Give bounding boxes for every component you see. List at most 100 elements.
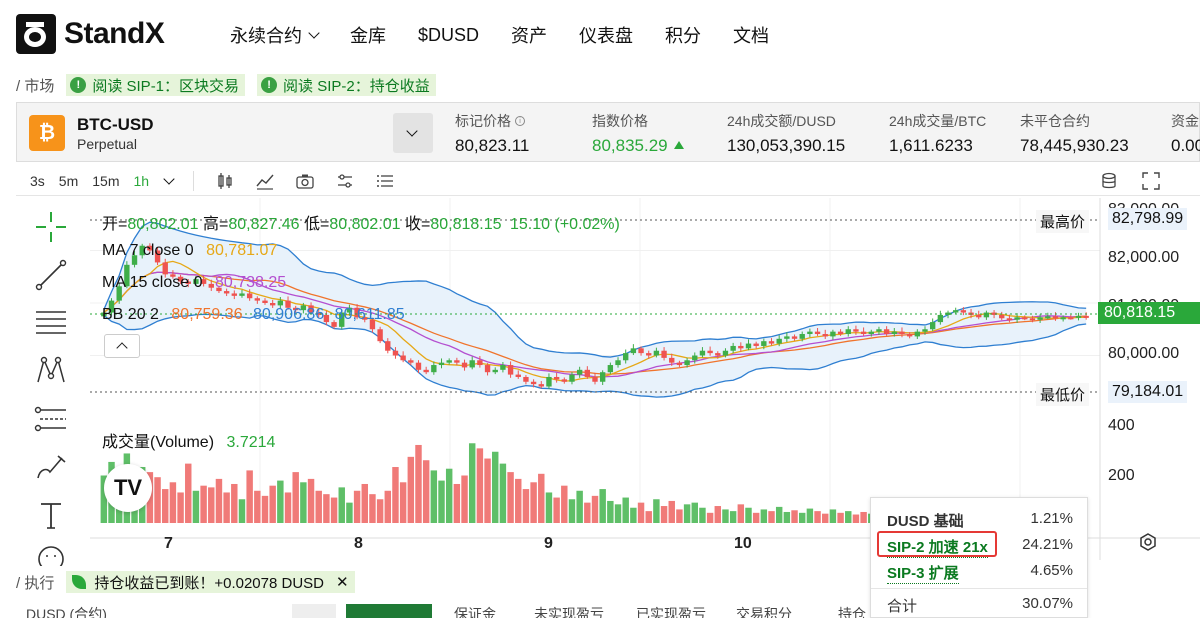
volume-bar bbox=[461, 475, 468, 523]
stat-value: 78,445,930.23 bbox=[1020, 136, 1129, 155]
yield-row-sip3[interactable]: SIP-3 扩展 4.65% bbox=[887, 562, 1073, 584]
volume-bar bbox=[200, 485, 207, 523]
candles-icon[interactable] bbox=[216, 172, 234, 190]
pattern-icon[interactable] bbox=[34, 354, 68, 388]
nav-dashboard[interactable]: 仪表盘 bbox=[579, 22, 633, 48]
candle-body bbox=[369, 319, 376, 330]
yield-row-sip2[interactable]: SIP-2 加速 21x 24.21% bbox=[887, 536, 1073, 558]
trendline-icon[interactable] bbox=[34, 258, 68, 292]
sip1-link[interactable]: ! 阅读 SIP-1：区块交易 bbox=[66, 74, 246, 96]
candle-body bbox=[876, 329, 882, 332]
yield-label[interactable]: SIP-3 扩展 bbox=[887, 562, 959, 584]
collapse-legend-button[interactable] bbox=[104, 334, 140, 358]
candle-body bbox=[738, 345, 744, 349]
low-price-label: 最低价 bbox=[1036, 383, 1090, 406]
candle-body bbox=[538, 384, 544, 387]
candle-body bbox=[899, 331, 905, 335]
candle-body bbox=[630, 348, 637, 354]
nav-label: $DUSD bbox=[418, 24, 480, 45]
volume-bar bbox=[630, 507, 637, 523]
volume-bar bbox=[369, 494, 376, 523]
candle-body bbox=[530, 381, 537, 385]
yield-label[interactable]: SIP-2 加速 21x bbox=[887, 536, 988, 558]
timeframe-15m[interactable]: 15m bbox=[92, 172, 120, 189]
volume-bar bbox=[415, 444, 422, 523]
candle-body bbox=[131, 255, 138, 265]
smiley-icon[interactable] bbox=[34, 542, 68, 566]
tradingview-logo-icon[interactable]: TV bbox=[104, 464, 152, 512]
text-icon[interactable] bbox=[34, 498, 68, 532]
volume-bar bbox=[599, 489, 606, 523]
brush-icon[interactable] bbox=[34, 450, 68, 484]
market-crumb: / 市场 bbox=[16, 77, 55, 95]
sip1-link-label: 阅读 SIP-1：区块交易 bbox=[92, 77, 240, 95]
col-trade-points: 交易积分 bbox=[736, 606, 792, 618]
sip2-link[interactable]: ! 阅读 SIP-2：持仓收益 bbox=[257, 74, 436, 96]
nav-vault[interactable]: 金库 bbox=[350, 22, 386, 48]
candle-body bbox=[599, 372, 606, 382]
candle-body bbox=[108, 300, 115, 313]
volume-bar bbox=[399, 482, 407, 523]
fullscreen-icon[interactable] bbox=[1142, 171, 1160, 190]
candle-body bbox=[983, 312, 990, 318]
fib-icon[interactable] bbox=[34, 306, 68, 340]
indicators-icon[interactable] bbox=[256, 172, 274, 190]
chevron-down-icon[interactable] bbox=[163, 172, 175, 185]
candle-body bbox=[392, 350, 399, 356]
list-icon[interactable] bbox=[376, 172, 394, 190]
action-button[interactable] bbox=[346, 604, 432, 618]
volume-bar bbox=[277, 480, 284, 523]
timeframe-5m[interactable]: 5m bbox=[58, 172, 79, 189]
position-asset[interactable]: DUSD (合约) bbox=[26, 606, 107, 618]
market-symbol[interactable]: BTC-USD bbox=[77, 115, 154, 134]
candle-body bbox=[177, 276, 184, 282]
close-position-button[interactable] bbox=[292, 604, 336, 618]
candle-body bbox=[223, 291, 230, 294]
close-icon[interactable]: ✕ bbox=[336, 574, 349, 591]
nav-dusd[interactable]: $DUSD bbox=[418, 22, 479, 48]
nav-perpetual[interactable]: 永续合约 bbox=[230, 22, 320, 48]
candle-body bbox=[976, 314, 982, 318]
exec-crumb: / 执行 bbox=[16, 574, 55, 592]
candle-body bbox=[377, 329, 383, 342]
ma15-value: 80,738.25 bbox=[214, 274, 287, 291]
candle-body bbox=[807, 331, 813, 335]
ma7-label: MA 7 close 0 bbox=[102, 242, 194, 259]
volume-bar bbox=[530, 482, 537, 523]
candle-body bbox=[937, 314, 944, 323]
alert-icon: ! bbox=[261, 77, 278, 93]
candle-body bbox=[431, 365, 437, 373]
volume-bar bbox=[507, 472, 514, 523]
volume-bar bbox=[292, 472, 299, 523]
candle-body bbox=[1068, 317, 1074, 320]
nav-assets[interactable]: 资产 bbox=[511, 22, 547, 48]
up-arrow-icon bbox=[673, 141, 684, 149]
market-select-button[interactable] bbox=[393, 113, 433, 153]
gann-icon[interactable] bbox=[34, 402, 68, 436]
ticker-bar: ₿ BTC-USD Perpetual 标记价格 i 80,823.11 指数价格… bbox=[16, 102, 1200, 162]
database-icon[interactable] bbox=[1100, 172, 1118, 190]
candle-body bbox=[200, 279, 207, 284]
volume-bar bbox=[515, 478, 522, 523]
compare-icon[interactable] bbox=[336, 172, 354, 190]
volume-bar bbox=[215, 478, 223, 523]
timeframe-3s[interactable]: 3s bbox=[30, 172, 45, 189]
nav-docs[interactable]: 文档 bbox=[733, 22, 769, 48]
info-icon[interactable]: i bbox=[515, 116, 525, 126]
yield-label: DUSD 基础 bbox=[887, 513, 964, 530]
candle-body bbox=[715, 353, 721, 356]
nav-points[interactable]: 积分 bbox=[665, 22, 701, 48]
crosshair-icon[interactable] bbox=[34, 210, 68, 244]
divider bbox=[871, 588, 1087, 589]
volume-bar bbox=[162, 489, 169, 523]
volume-bar bbox=[737, 504, 745, 523]
brand-logo[interactable]: StandX bbox=[16, 14, 165, 54]
candle-body bbox=[860, 331, 867, 335]
stat-value: 130,053,390.15 bbox=[727, 136, 846, 155]
volume-bar bbox=[192, 490, 200, 523]
timeframe-1h[interactable]: 1h bbox=[133, 172, 150, 189]
price-tick-label: 82,000.00 bbox=[1108, 249, 1179, 266]
candle-body bbox=[461, 362, 468, 368]
settings-icon[interactable] bbox=[1138, 532, 1158, 552]
camera-icon[interactable] bbox=[296, 172, 314, 190]
